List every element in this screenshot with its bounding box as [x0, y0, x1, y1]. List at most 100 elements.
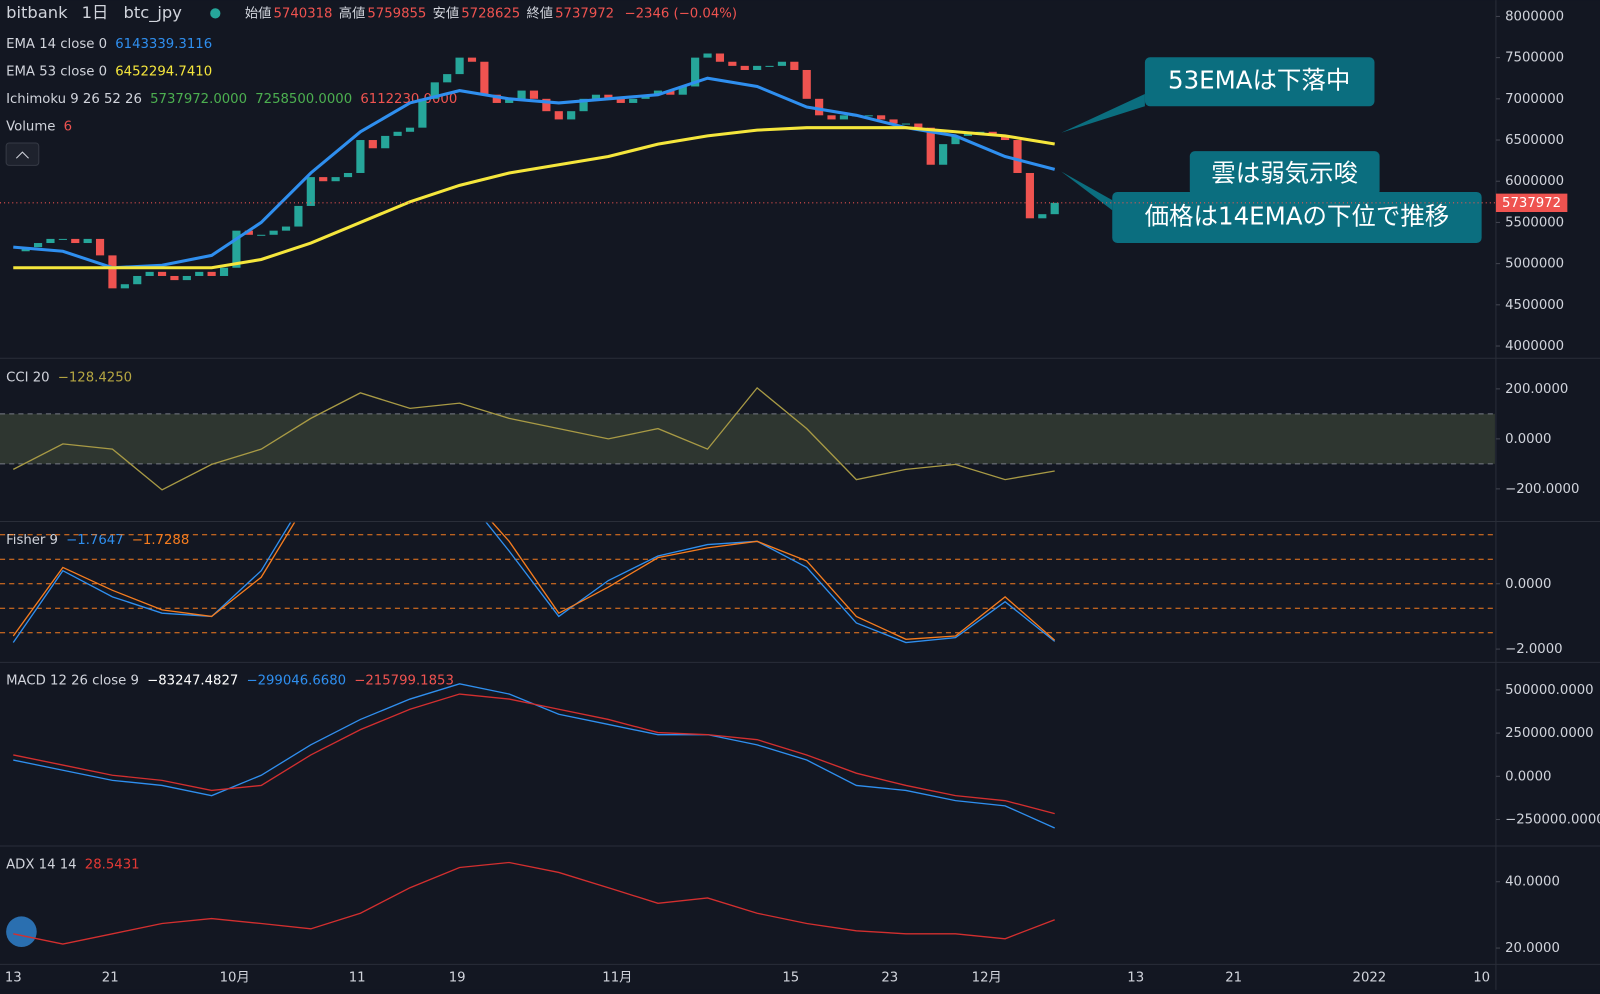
candle [604, 94, 613, 99]
indicator-line [13, 76, 1056, 270]
candle [889, 119, 898, 124]
logo [6, 916, 37, 948]
legend-value: 28.5431 [85, 857, 140, 872]
low: 5728625 [461, 6, 520, 21]
legend-label: ADX 14 14 [6, 857, 77, 872]
candle [306, 177, 315, 206]
high-label: 高値 [339, 4, 366, 21]
collapse-button[interactable] [5, 142, 40, 166]
cci-band [0, 413, 1495, 464]
y-tick-label: 40.0000 [1505, 875, 1560, 890]
candle [46, 238, 55, 244]
candle [678, 86, 687, 95]
candle [492, 94, 501, 103]
legend-value: −299046.6680 [246, 674, 346, 689]
candle [170, 275, 179, 281]
y-tick-label: 4500000 [1505, 298, 1564, 313]
candle [691, 57, 700, 87]
indicator-line [12, 522, 1056, 641]
candle [827, 115, 836, 120]
candle [418, 98, 427, 128]
legend-label: Fisher 9 [6, 533, 58, 548]
y-tick-label: 5000000 [1505, 257, 1564, 272]
y-tick-label: 6500000 [1505, 133, 1564, 148]
plot [13, 861, 1055, 945]
legend-label: MACD 12 26 close 9 [6, 674, 139, 689]
plot [12, 522, 1056, 644]
x-tick-label: 10 [1473, 971, 1490, 986]
close: 5737972 [555, 6, 614, 21]
legend-value: −215799.1853 [354, 674, 454, 689]
x-tick-label: 13 [5, 971, 22, 986]
candle [864, 115, 873, 117]
interval: 1日 [82, 3, 109, 22]
candle [591, 94, 601, 99]
candle [877, 115, 886, 120]
plot [13, 683, 1055, 829]
candle [83, 238, 92, 244]
collapse-icon [15, 151, 29, 159]
open: 5740318 [273, 6, 332, 21]
high: 5759855 [367, 6, 426, 21]
y-tick-label: 6000000 [1505, 174, 1564, 189]
indicator-line [13, 693, 1055, 815]
y-tick-label: 4000000 [1505, 339, 1564, 354]
candle [393, 131, 402, 136]
y-tick-label: −250000.0000 [1505, 812, 1600, 827]
candle [666, 90, 675, 95]
candle [753, 65, 762, 70]
candle [951, 135, 960, 145]
candle [839, 115, 849, 120]
legend-label: Ichimoku 9 26 52 26 [6, 92, 142, 107]
candle [95, 238, 105, 256]
y-tick-label: 5500000 [1505, 215, 1564, 230]
x-tick-label: 10月 [220, 971, 250, 986]
legend-value: 6452294.7410 [115, 65, 212, 80]
candle [207, 271, 216, 276]
candle [195, 271, 204, 276]
candle [901, 123, 910, 125]
x-tick-label: 11 [349, 971, 366, 986]
legend-value: 5737972.0000 [150, 92, 247, 107]
close-label: 終値 [527, 5, 554, 21]
candle [914, 123, 923, 128]
indicator-line [12, 522, 1056, 644]
candle [281, 226, 291, 231]
candle [715, 53, 725, 62]
candle [430, 82, 439, 99]
legend-value: 6 [64, 120, 72, 135]
candle [71, 238, 80, 244]
annotations: 53EMAは下落中 雲は弱気示唆 価格は14EMAの下位で推移 [1061, 57, 1482, 243]
candle [616, 98, 625, 103]
annotation: 雲は弱気示唆 [1211, 159, 1358, 188]
candle [182, 275, 191, 281]
candle [579, 98, 588, 112]
legend-label: EMA 53 close 0 [6, 65, 107, 80]
candle [703, 53, 712, 58]
candle [1038, 214, 1047, 219]
candle [653, 90, 663, 95]
candle [133, 275, 142, 285]
legend-label: CCI 20 [6, 371, 49, 386]
candle [517, 90, 526, 99]
candle [802, 69, 811, 99]
y-tick-label: 0.0000 [1505, 577, 1551, 592]
candle [939, 144, 948, 165]
x-tick-label: 13 [1127, 971, 1144, 986]
candle [567, 111, 576, 120]
status-dot [210, 8, 221, 19]
legend-value: −1.7647 [66, 533, 123, 548]
candle [443, 74, 452, 83]
candle [356, 140, 365, 173]
candle [976, 131, 985, 133]
y-tick-label: −2.0000 [1505, 642, 1562, 657]
x-tick-label: 11月 [602, 971, 632, 986]
candle [1013, 140, 1022, 173]
candle [331, 177, 340, 182]
annotation: 価格は14EMAの下位で推移 [1145, 201, 1450, 230]
candle [728, 61, 737, 66]
open-label: 始値 [245, 5, 272, 21]
candle [120, 284, 129, 289]
